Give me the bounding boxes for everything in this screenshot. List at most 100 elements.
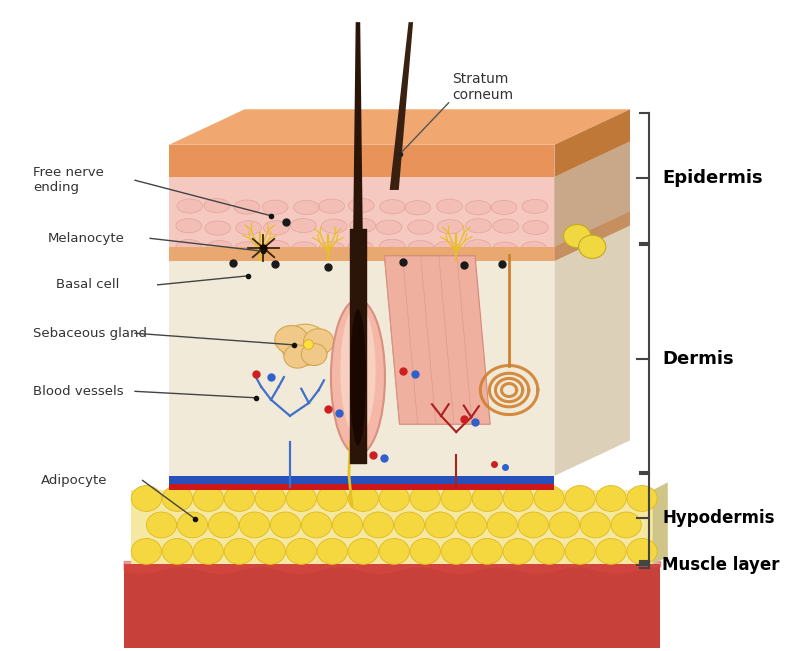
Ellipse shape xyxy=(234,242,260,256)
Polygon shape xyxy=(169,247,554,261)
Ellipse shape xyxy=(206,241,232,255)
Circle shape xyxy=(208,512,238,538)
Ellipse shape xyxy=(176,240,202,254)
Text: Epidermis: Epidermis xyxy=(662,169,763,187)
Circle shape xyxy=(394,512,425,538)
Ellipse shape xyxy=(466,201,491,215)
Ellipse shape xyxy=(380,200,406,214)
Ellipse shape xyxy=(234,200,260,214)
Ellipse shape xyxy=(466,219,491,233)
Circle shape xyxy=(194,486,223,512)
Circle shape xyxy=(348,538,378,564)
Polygon shape xyxy=(653,482,668,564)
Circle shape xyxy=(317,538,347,564)
Ellipse shape xyxy=(350,309,366,445)
Circle shape xyxy=(563,225,590,248)
Circle shape xyxy=(303,329,334,355)
Circle shape xyxy=(472,486,502,512)
Circle shape xyxy=(270,512,301,538)
Circle shape xyxy=(611,512,642,538)
Ellipse shape xyxy=(263,240,290,255)
Circle shape xyxy=(317,486,347,512)
Polygon shape xyxy=(169,177,554,261)
Polygon shape xyxy=(554,141,630,261)
Circle shape xyxy=(410,538,440,564)
Ellipse shape xyxy=(318,242,345,256)
Polygon shape xyxy=(124,564,660,648)
Text: Dermis: Dermis xyxy=(662,350,734,368)
Circle shape xyxy=(162,538,193,564)
Circle shape xyxy=(503,538,534,564)
Ellipse shape xyxy=(236,221,262,235)
Circle shape xyxy=(534,486,564,512)
Ellipse shape xyxy=(205,221,230,235)
Text: Hypodermis: Hypodermis xyxy=(662,508,775,527)
Ellipse shape xyxy=(350,218,375,232)
Ellipse shape xyxy=(291,242,317,256)
Ellipse shape xyxy=(492,242,518,256)
Circle shape xyxy=(348,486,378,512)
Circle shape xyxy=(518,512,548,538)
Circle shape xyxy=(456,512,486,538)
Circle shape xyxy=(487,512,518,538)
Polygon shape xyxy=(554,109,630,177)
Circle shape xyxy=(441,538,471,564)
Ellipse shape xyxy=(176,219,202,233)
Ellipse shape xyxy=(379,240,405,253)
Polygon shape xyxy=(169,476,554,484)
Polygon shape xyxy=(384,256,490,424)
Ellipse shape xyxy=(294,201,319,215)
Ellipse shape xyxy=(491,201,517,215)
Ellipse shape xyxy=(177,199,202,213)
Circle shape xyxy=(286,538,316,564)
Circle shape xyxy=(281,324,330,365)
Circle shape xyxy=(363,512,394,538)
Ellipse shape xyxy=(376,220,402,234)
Ellipse shape xyxy=(262,200,288,214)
Circle shape xyxy=(162,486,193,512)
Ellipse shape xyxy=(204,199,230,213)
Text: Melanocyte: Melanocyte xyxy=(48,232,125,245)
Circle shape xyxy=(302,344,327,365)
Polygon shape xyxy=(169,145,554,177)
Circle shape xyxy=(332,512,362,538)
Ellipse shape xyxy=(408,220,434,234)
Ellipse shape xyxy=(437,199,462,214)
Circle shape xyxy=(426,512,455,538)
Circle shape xyxy=(410,486,440,512)
Text: Adipocyte: Adipocyte xyxy=(41,474,107,487)
Circle shape xyxy=(472,538,502,564)
Circle shape xyxy=(224,538,254,564)
Ellipse shape xyxy=(465,240,490,254)
Circle shape xyxy=(275,326,308,354)
Ellipse shape xyxy=(522,221,548,234)
Circle shape xyxy=(379,538,410,564)
Circle shape xyxy=(131,538,162,564)
Polygon shape xyxy=(169,109,630,145)
Circle shape xyxy=(578,235,606,258)
Ellipse shape xyxy=(318,199,345,214)
Circle shape xyxy=(441,486,471,512)
Text: Basal cell: Basal cell xyxy=(56,279,119,292)
Polygon shape xyxy=(169,482,554,490)
Polygon shape xyxy=(131,490,653,564)
Circle shape xyxy=(255,486,286,512)
Ellipse shape xyxy=(521,242,546,256)
Circle shape xyxy=(146,512,177,538)
Ellipse shape xyxy=(348,199,374,212)
Circle shape xyxy=(596,486,626,512)
Polygon shape xyxy=(554,225,630,476)
Circle shape xyxy=(178,512,207,538)
Polygon shape xyxy=(350,22,366,463)
Circle shape xyxy=(284,345,311,368)
Circle shape xyxy=(224,486,254,512)
Text: Stratum
corneum: Stratum corneum xyxy=(453,72,514,102)
Circle shape xyxy=(565,486,595,512)
Ellipse shape xyxy=(347,241,373,255)
Polygon shape xyxy=(169,261,554,476)
Text: Sebaceous gland: Sebaceous gland xyxy=(33,327,147,340)
Ellipse shape xyxy=(290,219,316,232)
Circle shape xyxy=(131,486,162,512)
Ellipse shape xyxy=(405,201,430,215)
Polygon shape xyxy=(554,141,630,247)
